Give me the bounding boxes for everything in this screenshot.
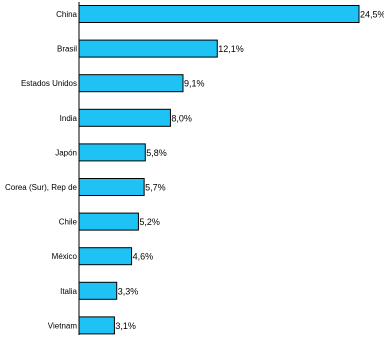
category-label: Corea (Sur), Rep de — [5, 183, 78, 192]
bar — [78, 212, 139, 231]
value-label: 5,7% — [145, 183, 166, 193]
bar — [78, 178, 145, 196]
value-label: 8,0% — [171, 113, 192, 123]
category-label: Estados Unidos — [21, 79, 77, 88]
category-label: Italia — [60, 287, 77, 296]
category-label: México — [52, 252, 78, 261]
value-label: 4,6% — [133, 252, 154, 262]
bar — [78, 316, 115, 335]
value-label: 24,5% — [360, 10, 384, 20]
bar — [78, 39, 218, 58]
value-label: 5,8% — [146, 148, 167, 158]
value-label: 9,1% — [184, 79, 205, 89]
bar — [78, 281, 118, 300]
category-label: Vietnam — [48, 321, 78, 330]
value-label: 5,2% — [139, 217, 160, 227]
category-label: Chile — [59, 218, 78, 227]
category-label: Brasil — [57, 45, 77, 54]
value-label: 3,3% — [118, 286, 139, 296]
bar — [78, 108, 171, 127]
bar — [78, 143, 146, 162]
category-label: China — [56, 10, 77, 19]
bar — [78, 5, 360, 23]
value-label: 12,1% — [218, 44, 244, 54]
bar — [78, 247, 133, 266]
category-label: India — [60, 114, 78, 123]
category-label: Japón — [55, 148, 77, 157]
bars-group: China 24,5% Brasil 12,1% Estados Unidos 9,1% I… — [5, 5, 384, 335]
value-label: 3,1% — [115, 321, 136, 331]
bar — [78, 74, 184, 93]
